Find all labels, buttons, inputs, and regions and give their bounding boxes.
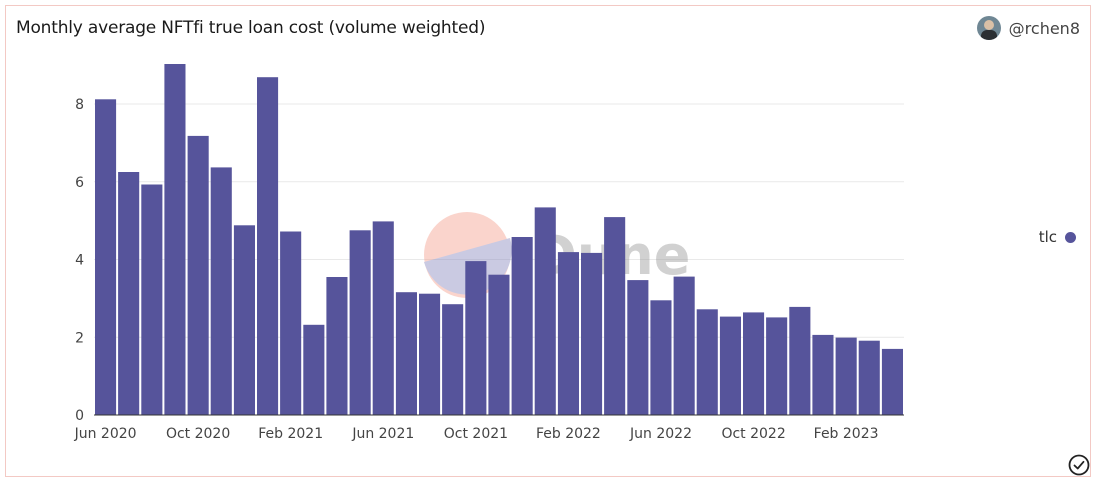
- y-tick-label: 8: [75, 97, 84, 113]
- x-tick-label: Oct 2020: [166, 426, 230, 442]
- bar[interactable]: [280, 231, 302, 416]
- author-name: @rchen8: [1008, 18, 1080, 38]
- bar[interactable]: [233, 225, 255, 415]
- check-circle-icon[interactable]: [1068, 454, 1090, 476]
- legend[interactable]: tlc: [1039, 228, 1076, 246]
- x-tick-label: Oct 2021: [444, 426, 508, 442]
- bar[interactable]: [789, 306, 811, 415]
- bar[interactable]: [164, 64, 186, 415]
- y-tick-label: 4: [75, 253, 84, 269]
- bar[interactable]: [257, 77, 279, 415]
- bar[interactable]: [650, 300, 672, 415]
- bar[interactable]: [581, 252, 603, 415]
- bar[interactable]: [349, 230, 371, 415]
- x-tick-label: Oct 2022: [721, 426, 785, 442]
- x-tick-label: Feb 2022: [536, 426, 601, 442]
- y-tick-label: 0: [75, 408, 84, 424]
- bar[interactable]: [627, 280, 649, 415]
- bar[interactable]: [673, 276, 695, 415]
- author-link[interactable]: @rchen8: [976, 16, 1080, 40]
- bar[interactable]: [442, 304, 464, 415]
- legend-label: tlc: [1038, 228, 1057, 246]
- x-tick-label: Jun 2021: [351, 426, 414, 442]
- bar[interactable]: [187, 135, 209, 415]
- bar[interactable]: [303, 324, 325, 415]
- bar[interactable]: [210, 167, 232, 415]
- x-tick-label: Feb 2023: [814, 426, 879, 442]
- y-tick-label: 6: [75, 175, 84, 191]
- avatar-icon: [976, 16, 1001, 40]
- bar[interactable]: [534, 207, 556, 415]
- bar[interactable]: [419, 293, 441, 415]
- bar[interactable]: [881, 348, 903, 415]
- bar[interactable]: [696, 309, 718, 415]
- bar[interactable]: [372, 221, 394, 415]
- bar[interactable]: [465, 261, 487, 415]
- x-tick-label: Jun 2022: [629, 426, 692, 442]
- y-tick-label: 2: [75, 330, 84, 346]
- bar[interactable]: [766, 317, 788, 415]
- bar[interactable]: [604, 217, 626, 415]
- bar[interactable]: [743, 312, 765, 415]
- bar[interactable]: [835, 337, 857, 415]
- bar[interactable]: [557, 252, 579, 415]
- bar[interactable]: [511, 237, 533, 415]
- bar[interactable]: [488, 274, 510, 415]
- bar[interactable]: [858, 340, 880, 415]
- bar[interactable]: [326, 277, 348, 415]
- bar[interactable]: [395, 292, 417, 415]
- bar[interactable]: [95, 99, 117, 416]
- x-tick-label: Jun 2020: [74, 426, 137, 442]
- bar[interactable]: [812, 334, 834, 415]
- x-tick-label: Feb 2021: [258, 426, 323, 442]
- legend-dot-icon: [1065, 231, 1076, 243]
- bar[interactable]: [118, 172, 140, 415]
- dune-watermark: Dune: [424, 212, 690, 298]
- bar[interactable]: [141, 184, 163, 416]
- bar[interactable]: [719, 316, 741, 415]
- chart-title: Monthly average NFTfi true loan cost (vo…: [16, 18, 486, 38]
